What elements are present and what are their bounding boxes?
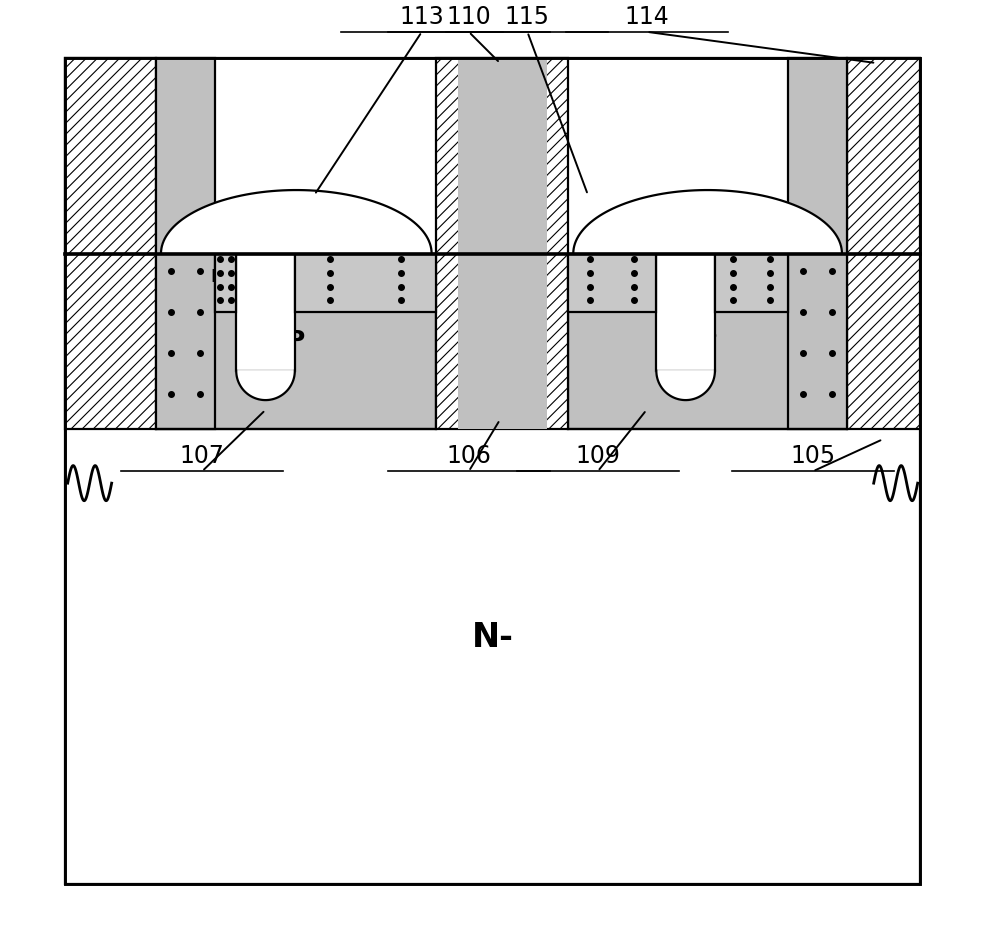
Text: N-: N-: [472, 620, 514, 654]
Bar: [215, 254, 236, 313]
Bar: [295, 254, 436, 313]
Bar: [788, 58, 847, 429]
Text: 109: 109: [575, 445, 620, 468]
Bar: [847, 254, 920, 429]
Bar: [65, 254, 156, 429]
Bar: [847, 58, 920, 254]
Bar: [65, 58, 156, 254]
Bar: [65, 58, 920, 884]
Polygon shape: [236, 370, 295, 400]
Bar: [568, 254, 847, 429]
Bar: [65, 58, 920, 884]
Bar: [715, 254, 788, 313]
Text: 105: 105: [790, 445, 835, 468]
Bar: [156, 58, 215, 429]
Polygon shape: [161, 190, 432, 254]
Text: 113: 113: [399, 5, 444, 28]
Polygon shape: [656, 370, 715, 400]
Text: 106: 106: [446, 445, 491, 468]
Bar: [156, 254, 436, 429]
Text: P: P: [287, 330, 305, 353]
Text: N+: N+: [351, 268, 381, 286]
Bar: [236, 254, 295, 370]
Text: N+: N+: [210, 268, 240, 286]
Text: 110: 110: [446, 5, 491, 28]
Bar: [568, 254, 656, 313]
Text: P: P: [698, 330, 717, 353]
Bar: [656, 254, 715, 370]
Bar: [458, 58, 547, 429]
Bar: [436, 58, 568, 429]
Text: N+: N+: [597, 268, 627, 286]
Text: N+: N+: [737, 268, 767, 286]
Text: 114: 114: [624, 5, 669, 28]
Text: 107: 107: [180, 445, 224, 468]
Text: 115: 115: [505, 5, 550, 28]
Polygon shape: [573, 190, 842, 254]
